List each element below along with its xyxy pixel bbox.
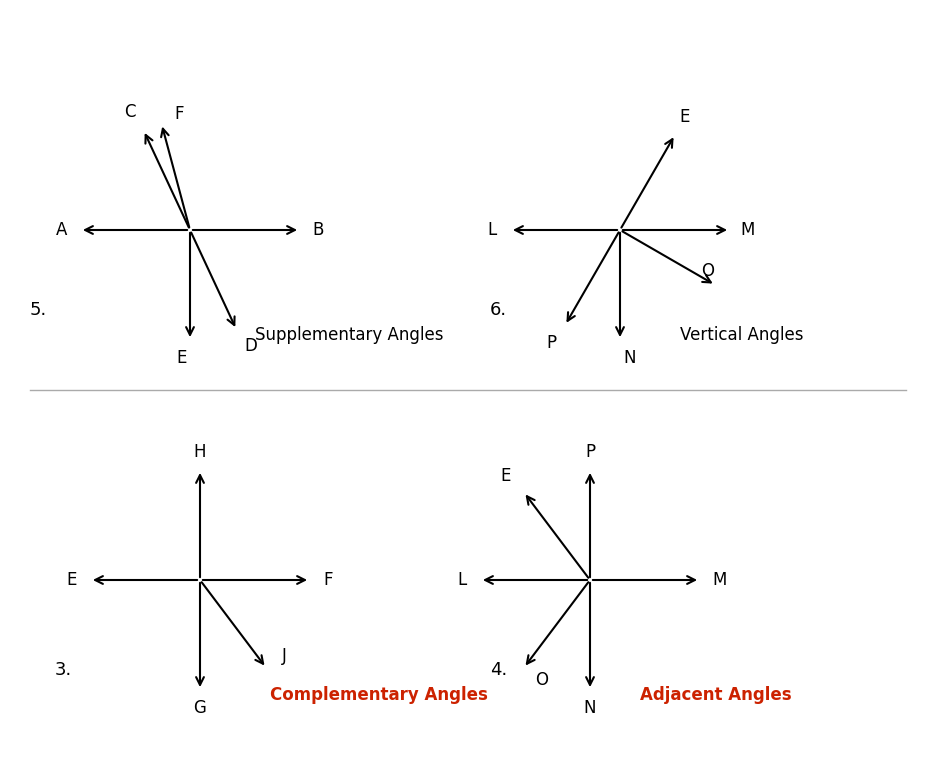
Text: 3.: 3. [55, 661, 72, 679]
Text: J: J [282, 647, 286, 665]
Text: N: N [623, 349, 636, 367]
Text: C: C [124, 103, 136, 121]
Text: N: N [584, 699, 596, 717]
Text: Vertical Angles: Vertical Angles [680, 326, 803, 344]
Text: 4.: 4. [490, 661, 507, 679]
Text: 5.: 5. [30, 301, 47, 319]
Text: O: O [535, 671, 548, 689]
Text: E: E [680, 108, 690, 126]
Text: D: D [244, 337, 256, 355]
Text: F: F [175, 105, 184, 123]
Text: G: G [194, 699, 207, 717]
Text: O: O [701, 262, 714, 280]
Text: Adjacent Angles: Adjacent Angles [640, 686, 792, 704]
Text: M: M [740, 221, 755, 239]
Text: P: P [546, 334, 556, 352]
Text: E: E [501, 467, 511, 485]
Text: A: A [56, 221, 67, 239]
Text: E: E [177, 349, 187, 367]
Text: B: B [313, 221, 324, 239]
Text: L: L [488, 221, 497, 239]
Text: 6.: 6. [490, 301, 507, 319]
Text: F: F [323, 571, 333, 589]
Text: E: E [66, 571, 77, 589]
Text: Supplementary Angles: Supplementary Angles [255, 326, 444, 344]
Text: M: M [713, 571, 727, 589]
Text: L: L [458, 571, 467, 589]
Text: P: P [585, 443, 595, 461]
Text: Complementary Angles: Complementary Angles [270, 686, 488, 704]
Text: H: H [194, 443, 206, 461]
